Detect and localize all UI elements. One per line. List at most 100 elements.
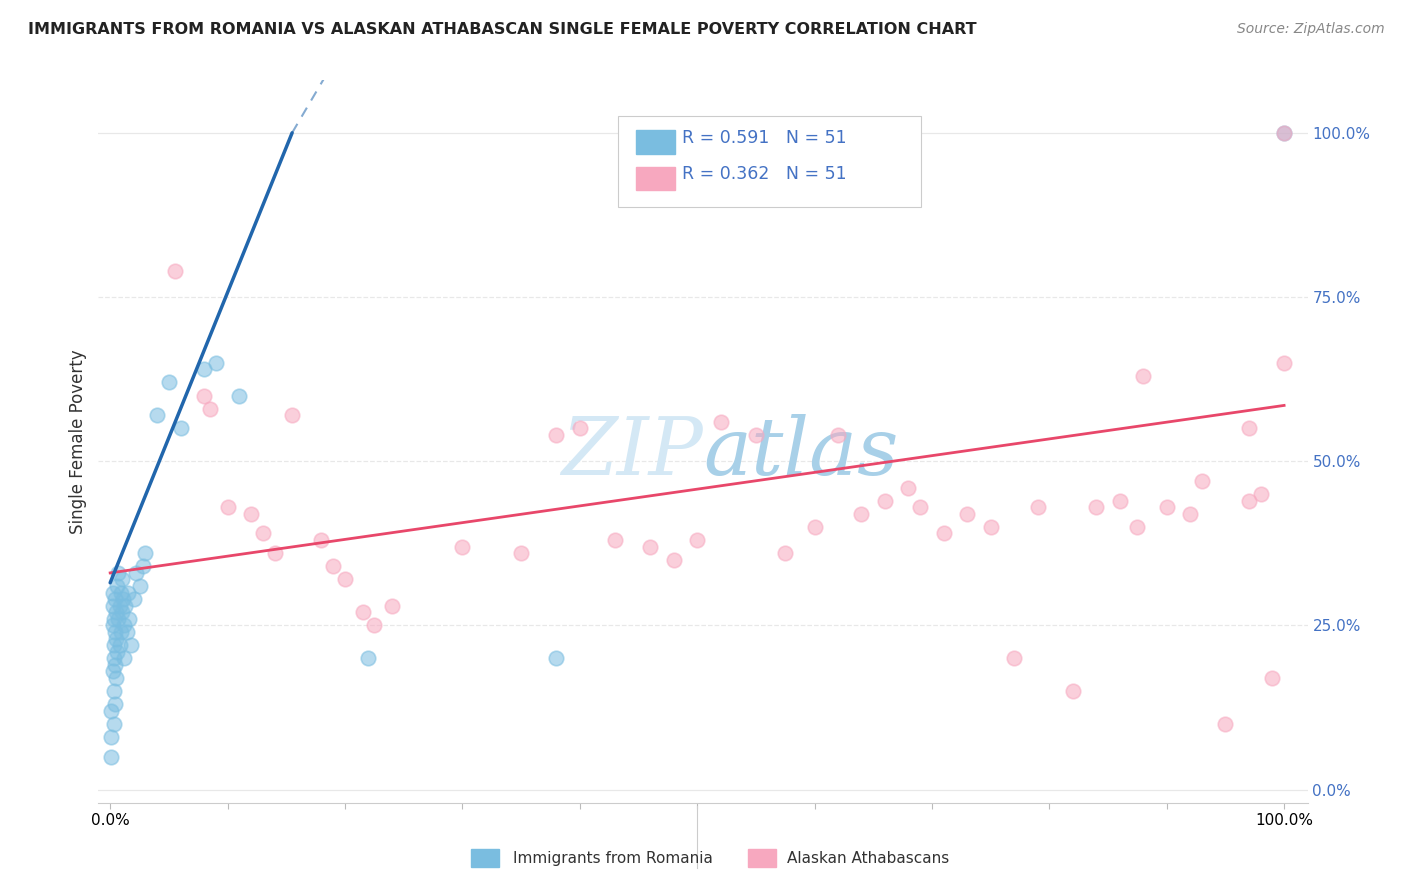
Text: Immigrants from Romania: Immigrants from Romania (513, 851, 713, 865)
Point (112, 651, 135, 665)
Point (107, 612, 129, 626)
Point (112, 592, 135, 607)
FancyBboxPatch shape (748, 849, 776, 867)
Point (128, 579, 150, 593)
Text: IMMIGRANTS FROM ROMANIA VS ALASKAN ATHABASCAN SINGLE FEMALE POVERTY CORRELATION : IMMIGRANTS FROM ROMANIA VS ALASKAN ATHAB… (28, 22, 977, 37)
Point (111, 605, 134, 619)
Point (263, 546, 285, 560)
Point (1237, 421, 1260, 435)
Point (710, 415, 733, 429)
Point (100, 704, 122, 718)
Point (568, 421, 591, 435)
Point (125, 566, 148, 580)
Point (873, 493, 896, 508)
Point (908, 500, 931, 515)
Point (510, 546, 533, 560)
Point (252, 526, 274, 541)
Point (134, 546, 156, 560)
Point (546, 651, 568, 665)
Point (108, 638, 131, 652)
Point (120, 638, 142, 652)
Point (104, 657, 127, 672)
Point (1250, 487, 1272, 501)
Point (662, 553, 685, 567)
Text: ZIP: ZIP (561, 414, 703, 491)
Point (103, 651, 125, 665)
Point (357, 651, 380, 665)
Point (103, 638, 125, 652)
Point (100, 749, 122, 764)
Point (1261, 671, 1284, 685)
Point (103, 612, 125, 626)
Point (111, 573, 134, 587)
Point (193, 388, 215, 402)
Point (193, 362, 215, 376)
Point (1272, 126, 1295, 140)
Point (851, 507, 873, 521)
Point (1215, 717, 1237, 731)
Point (101, 585, 124, 599)
Point (1180, 507, 1202, 521)
Point (240, 507, 263, 521)
Point (1108, 493, 1130, 508)
Point (157, 376, 180, 390)
Text: R = 0.362   N = 51: R = 0.362 N = 51 (682, 165, 846, 183)
Point (204, 356, 226, 370)
Text: atlas: atlas (703, 414, 898, 491)
Point (115, 625, 138, 640)
Point (311, 533, 333, 547)
Point (1272, 356, 1295, 370)
Point (228, 388, 250, 402)
Point (1272, 126, 1295, 140)
FancyBboxPatch shape (471, 849, 499, 867)
Point (932, 526, 955, 541)
Point (114, 599, 136, 613)
Point (603, 533, 626, 547)
Point (352, 605, 374, 619)
FancyBboxPatch shape (637, 130, 675, 154)
Point (104, 698, 127, 712)
Point (117, 585, 139, 599)
Point (105, 645, 128, 659)
Point (108, 599, 131, 613)
Point (105, 605, 128, 619)
Point (1191, 474, 1213, 488)
Point (104, 592, 127, 607)
Point (546, 428, 568, 442)
Point (745, 428, 768, 442)
Point (169, 421, 191, 435)
Point (322, 559, 344, 574)
Point (1085, 500, 1108, 515)
Point (198, 401, 221, 416)
Point (217, 500, 239, 515)
Point (1126, 520, 1149, 534)
Point (146, 409, 169, 423)
Point (101, 618, 124, 632)
Point (112, 618, 135, 632)
Text: Alaskan Athabascans: Alaskan Athabascans (787, 851, 949, 865)
Point (163, 264, 186, 278)
Point (118, 612, 141, 626)
Point (638, 540, 661, 554)
Point (101, 599, 124, 613)
Point (104, 625, 127, 640)
Y-axis label: Single Female Poverty: Single Female Poverty (69, 350, 87, 533)
Text: Source: ZipAtlas.com: Source: ZipAtlas.com (1237, 22, 1385, 37)
Point (381, 599, 404, 613)
Point (827, 428, 849, 442)
Point (110, 625, 132, 640)
Point (103, 717, 125, 731)
Point (363, 618, 385, 632)
Point (105, 632, 128, 646)
FancyBboxPatch shape (619, 117, 921, 207)
Point (686, 533, 709, 547)
Point (1156, 500, 1178, 515)
Point (803, 520, 825, 534)
Point (773, 546, 796, 560)
Point (897, 481, 920, 495)
FancyBboxPatch shape (637, 167, 675, 190)
Point (1237, 493, 1260, 508)
Text: R = 0.591   N = 51: R = 0.591 N = 51 (682, 129, 846, 147)
Point (132, 559, 155, 574)
Point (105, 579, 128, 593)
